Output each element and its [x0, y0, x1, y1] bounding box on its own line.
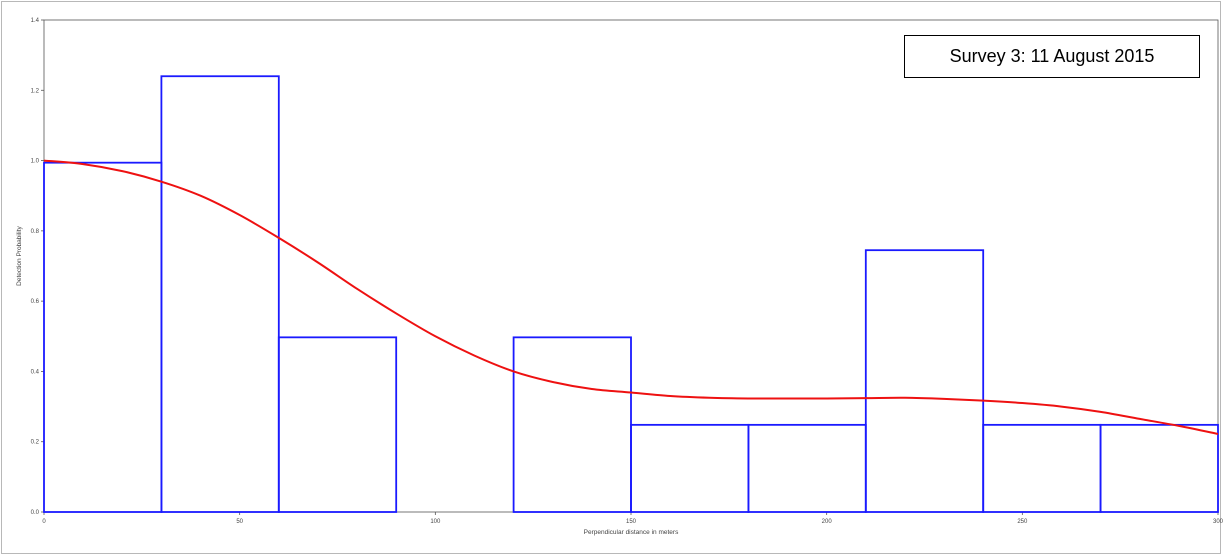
y-tick-label: 0.4 [31, 369, 40, 375]
y-tick-label: 0.8 [31, 229, 40, 235]
y-tick-label: 1.0 [31, 159, 40, 165]
y-axis-label: Detection Probability [16, 225, 23, 285]
x-tick-label: 200 [822, 519, 833, 525]
x-tick-label: 100 [430, 519, 441, 525]
x-tick-label: 0 [42, 519, 46, 525]
y-tick-label: 0.2 [31, 440, 40, 446]
histogram-bar [630, 423, 750, 513]
histogram-bar [160, 75, 280, 513]
histogram-bar [43, 161, 163, 513]
x-axis-label: Perpendicular distance in meters [584, 529, 679, 536]
axes [41, 19, 1219, 515]
y-tick-label: 1.4 [31, 18, 40, 24]
x-tick-label: 250 [1017, 519, 1028, 525]
y-tick-label: 1.2 [31, 88, 40, 94]
y-tick-label: 0.6 [31, 299, 40, 305]
tick-labels: 0.0 0.2 0.4 0.6 0.8 1.0 1.2 1.4 0 50 100 150 200 250 3… [31, 18, 1224, 525]
survey-annotation: Survey 3: 11 August 2015 [904, 35, 1200, 78]
histogram-bars [43, 75, 1219, 513]
histogram-bar [1099, 423, 1219, 513]
histogram-bar [747, 423, 867, 513]
y-tick-label: 0.0 [31, 510, 40, 516]
x-tick-label: 50 [236, 519, 243, 525]
histogram-bar [864, 249, 985, 513]
histogram-bar [512, 336, 632, 513]
histogram-bar [277, 336, 398, 513]
fitted-curve [43, 159, 1219, 435]
histogram-bar [982, 423, 1102, 513]
x-tick-label: 150 [626, 519, 637, 525]
detection-function-curve [43, 159, 1219, 435]
x-tick-label: 300 [1213, 519, 1224, 525]
